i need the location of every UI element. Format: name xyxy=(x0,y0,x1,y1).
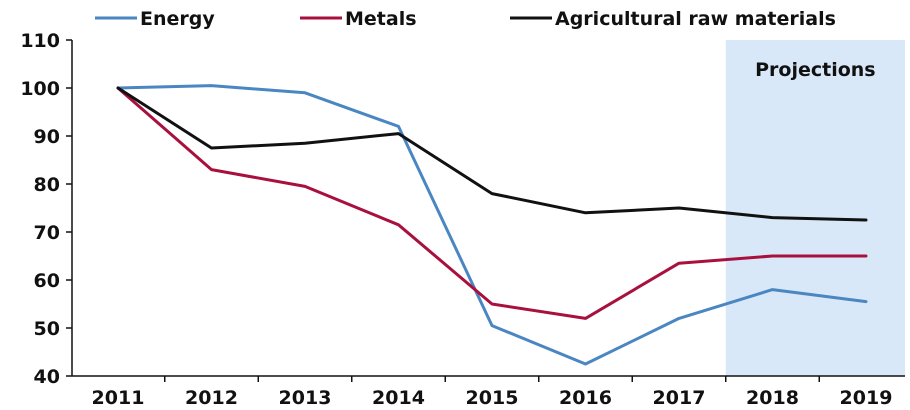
x-tick-label: 2018 xyxy=(746,387,799,409)
y-tick-label: 60 xyxy=(34,270,60,292)
legend-label: Energy xyxy=(140,8,215,30)
x-tick-label: 2015 xyxy=(466,387,519,409)
y-tick-label: 40 xyxy=(34,366,60,388)
x-tick-label: 2019 xyxy=(840,387,893,409)
x-axis: 2011 2012 2013 2014 2015 2016 2017 2018 2019 xyxy=(72,375,905,409)
y-tick-label: 80 xyxy=(34,174,60,196)
x-tick-label: 2012 xyxy=(185,387,238,409)
y-tick-label: 90 xyxy=(34,126,60,148)
projections-label: Projections xyxy=(755,59,876,81)
x-tick-label: 2014 xyxy=(372,387,425,409)
x-tick-label: 2011 xyxy=(92,387,145,409)
legend: Energy Metals Agricultural raw materials xyxy=(95,8,836,30)
legend-label: Agricultural raw materials xyxy=(555,8,836,30)
x-tick-label: 2017 xyxy=(653,387,706,409)
y-axis: 40 50 60 70 80 90 100 110 xyxy=(20,30,73,388)
x-tick-label: 2013 xyxy=(279,387,332,409)
y-tick-label: 70 xyxy=(34,222,60,244)
x-tick-label: 2016 xyxy=(559,387,612,409)
legend-label: Metals xyxy=(345,8,417,30)
y-tick-label: 50 xyxy=(34,318,60,340)
projections-shade xyxy=(725,40,905,376)
y-tick-label: 100 xyxy=(20,78,60,100)
series-group xyxy=(116,84,868,366)
y-tick-label: 110 xyxy=(20,30,60,52)
